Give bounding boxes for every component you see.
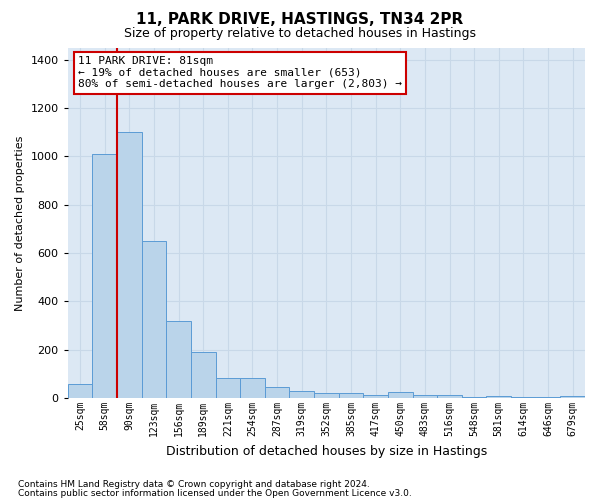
Bar [388, 392, 413, 398]
Y-axis label: Number of detached properties: Number of detached properties [15, 135, 25, 310]
Bar [437, 394, 462, 398]
Text: 11 PARK DRIVE: 81sqm
← 19% of detached houses are smaller (653)
80% of semi-deta: 11 PARK DRIVE: 81sqm ← 19% of detached h… [78, 56, 402, 90]
Bar [142, 241, 166, 398]
Bar [338, 394, 364, 398]
Bar [364, 394, 388, 398]
Bar [117, 132, 142, 398]
Bar [487, 396, 511, 398]
Bar [240, 378, 265, 398]
Text: Contains public sector information licensed under the Open Government Licence v3: Contains public sector information licen… [18, 489, 412, 498]
Bar [413, 394, 437, 398]
Bar [289, 391, 314, 398]
Text: Size of property relative to detached houses in Hastings: Size of property relative to detached ho… [124, 28, 476, 40]
Bar [560, 396, 585, 398]
Bar [68, 384, 92, 398]
Text: 11, PARK DRIVE, HASTINGS, TN34 2PR: 11, PARK DRIVE, HASTINGS, TN34 2PR [136, 12, 464, 28]
X-axis label: Distribution of detached houses by size in Hastings: Distribution of detached houses by size … [166, 444, 487, 458]
Bar [265, 388, 289, 398]
Bar [511, 397, 536, 398]
Bar [166, 321, 191, 398]
Bar [215, 378, 240, 398]
Bar [191, 352, 215, 398]
Bar [92, 154, 117, 398]
Bar [462, 397, 487, 398]
Text: Contains HM Land Registry data © Crown copyright and database right 2024.: Contains HM Land Registry data © Crown c… [18, 480, 370, 489]
Bar [536, 397, 560, 398]
Bar [314, 394, 338, 398]
